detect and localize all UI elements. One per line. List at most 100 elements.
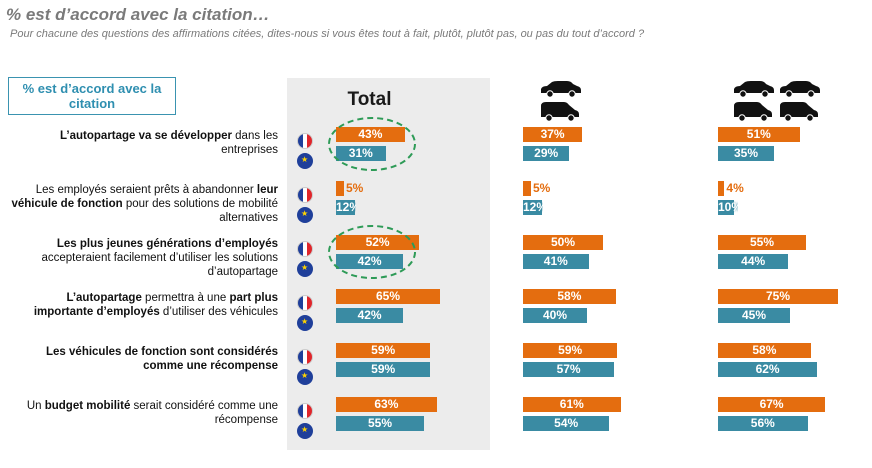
data-label: 5% <box>533 181 551 195</box>
statement-label: L’autopartage va se développer dans les … <box>10 129 278 157</box>
data-label: 29% <box>534 146 559 160</box>
bar-g3-eu <box>718 254 789 269</box>
bar-g2-fr <box>523 289 616 304</box>
statement-label: L’autopartage permettra à une part plus … <box>10 291 278 319</box>
bar-g3-eu <box>718 308 790 323</box>
statement-label: Les plus jeunes générations d’employés a… <box>10 237 278 279</box>
statement-label: Les véhicules de fonction sont considéré… <box>10 345 278 373</box>
bar-total-eu <box>336 308 404 323</box>
bar-g2-fr <box>523 235 603 250</box>
data-label: 62% <box>755 362 780 376</box>
data-label: 56% <box>750 416 775 430</box>
france-flag-icon <box>297 295 313 311</box>
france-flag-icon <box>297 349 313 365</box>
car-icon <box>780 81 820 98</box>
statement-text: pour des solutions de mobilité alternati… <box>122 198 278 224</box>
bar-g2-eu <box>523 416 610 431</box>
bar-g2-fr <box>523 397 621 412</box>
data-label: 75% <box>765 289 791 303</box>
car-icon <box>734 81 774 98</box>
legend-box: % est d’accord avec la citation <box>8 77 176 115</box>
page-subtitle: Pour chacune des questions des affirmati… <box>10 28 645 40</box>
bar-g3-eu <box>718 146 774 161</box>
bar-g2-fr <box>523 181 531 196</box>
data-label: 4% <box>726 181 744 195</box>
data-label: 12% <box>336 200 356 214</box>
bar-total-fr <box>336 343 431 358</box>
statement-text: Les employés seraient prêts à abandonner <box>35 184 257 196</box>
vehicle-icons-group-3 <box>734 81 820 122</box>
statement-text: Un <box>26 400 45 412</box>
data-label: 58% <box>557 289 582 303</box>
data-label: 31% <box>348 146 373 160</box>
vehicle-icons-group-2 <box>541 81 581 122</box>
eu-flag-icon <box>297 369 313 385</box>
eu-flag-icon <box>297 261 313 277</box>
data-label: 61% <box>559 397 584 411</box>
eu-flag-icon <box>297 207 313 223</box>
data-label: 59% <box>558 343 583 357</box>
data-label: 37% <box>540 127 565 141</box>
france-flag-icon <box>297 187 313 203</box>
france-flag-icon <box>297 241 313 257</box>
bar-g2-eu <box>523 200 543 215</box>
data-label: 57% <box>556 362 581 376</box>
statement-label: Un budget mobilité serait considéré comm… <box>10 399 278 427</box>
bar-g3-eu <box>718 362 818 377</box>
bar-g2-eu <box>523 308 587 323</box>
bar-total-eu <box>336 200 356 215</box>
statement-text: accepteraient facilement d’utiliser les … <box>41 252 278 278</box>
statement-bold-text: budget mobilité <box>44 400 131 412</box>
bar-total-fr <box>336 289 440 304</box>
statement-bold-text: leur véhicule de fonction <box>11 184 278 210</box>
data-label: 55% <box>367 416 393 430</box>
total-column-header: Total <box>347 89 392 110</box>
bar-total-eu <box>336 362 431 377</box>
statement-label: Les employés seraient prêts à abandonner… <box>10 183 278 225</box>
data-label: 44% <box>741 254 766 268</box>
eu-flag-icon <box>297 423 313 439</box>
bar-g2-fr <box>523 127 583 142</box>
data-label: 54% <box>554 416 579 430</box>
data-label: 42% <box>357 308 382 322</box>
page-title: % est d’accord avec la citation… <box>6 5 270 24</box>
eu-flag-icon <box>297 153 313 169</box>
statement-text: d’utiliser des véhicules <box>159 306 278 318</box>
bar-g3-fr <box>718 343 811 358</box>
data-label: 65% <box>375 289 401 303</box>
statement-text: serait considéré comme une récompense <box>130 400 278 426</box>
bar-total-eu <box>336 416 424 431</box>
bar-g3-eu <box>718 416 808 431</box>
data-label: 59% <box>371 343 396 357</box>
data-label: 40% <box>542 308 568 322</box>
data-label: 63% <box>374 397 399 411</box>
statement-bold-text: L’autopartage va se développer <box>60 130 232 142</box>
bar-total-fr <box>336 181 344 196</box>
statement-text: permettra à une <box>141 292 230 304</box>
bar-g3-fr <box>718 235 806 250</box>
data-label: 45% <box>741 308 767 322</box>
data-label: 59% <box>371 362 396 376</box>
bar-g3-fr <box>718 289 838 304</box>
bar-g2-eu <box>523 362 615 377</box>
france-flag-icon <box>297 403 313 419</box>
eu-flag-icon <box>297 315 313 331</box>
statement-bold-text: part plus importante d’employés <box>33 292 278 318</box>
statement-text: dans les entreprises <box>221 130 278 156</box>
bar-g3-fr <box>718 127 800 142</box>
bar-g3-fr <box>718 397 826 412</box>
bar-total-fr <box>336 397 437 412</box>
statement-bold-text: Les véhicules de fonction sont considéré… <box>46 346 278 372</box>
data-label: 67% <box>759 397 784 411</box>
data-label: 12% <box>523 200 543 214</box>
data-label: 5% <box>346 181 364 195</box>
data-label: 10% <box>718 200 738 214</box>
data-label: 58% <box>752 343 777 357</box>
statement-bold-text: L’autopartage <box>66 292 142 304</box>
data-label: 41% <box>543 254 568 268</box>
data-label: 42% <box>357 254 382 268</box>
data-label: 52% <box>365 235 390 249</box>
data-label: 35% <box>733 146 759 160</box>
van-icon <box>734 102 772 122</box>
data-label: 43% <box>358 127 383 141</box>
